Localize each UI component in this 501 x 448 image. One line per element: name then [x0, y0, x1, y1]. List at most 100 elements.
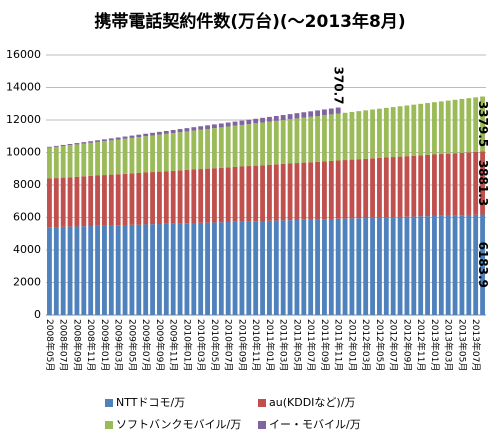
- bar-segment: [301, 162, 307, 220]
- bar-segment: [404, 105, 410, 157]
- x-tick-label: 2009年01月: [99, 319, 111, 371]
- bar-segment: [47, 147, 52, 179]
- bar-segment: [315, 110, 320, 117]
- bar-segment: [225, 126, 231, 168]
- bar-segment: [466, 152, 472, 215]
- bar-segment: [108, 138, 114, 141]
- bar-segment: [122, 173, 128, 226]
- x-tick-label: 2011年07月: [305, 319, 317, 371]
- bar-segment: [390, 217, 396, 315]
- bar-segment: [184, 128, 190, 132]
- bar-segment: [47, 178, 52, 228]
- bar-segment: [184, 169, 190, 224]
- bar-segment: [322, 219, 327, 315]
- bar-segment: [342, 218, 348, 315]
- bar-segment: [349, 111, 355, 160]
- bar-segment: [356, 159, 362, 219]
- bar-segment: [438, 154, 444, 216]
- bar-segment: [377, 108, 382, 158]
- bar-segment: [53, 178, 59, 228]
- bar-segment: [60, 226, 66, 315]
- bar-segment: [102, 139, 107, 142]
- bar-segment: [88, 175, 94, 227]
- bar-segment: [480, 96, 485, 152]
- x-tick-label: 2010年03月: [195, 319, 207, 371]
- x-tick-label: 2012年05月: [374, 319, 386, 371]
- bar-segment: [404, 216, 410, 315]
- bar-segment: [129, 137, 135, 174]
- bar-segment: [60, 146, 66, 178]
- bar-segment: [322, 109, 327, 116]
- bar-segment: [170, 223, 176, 315]
- bar-segment: [53, 227, 59, 315]
- bar-segment: [67, 144, 73, 146]
- bar-segment: [452, 215, 458, 315]
- bar-segment: [315, 116, 320, 162]
- bar-segment: [184, 223, 190, 315]
- bar-segment: [205, 222, 210, 315]
- bar-segment: [349, 159, 355, 219]
- bar-segment: [239, 166, 245, 222]
- bar-segment: [328, 108, 334, 115]
- y-tick-label: 2000: [13, 276, 41, 289]
- bar-segment: [267, 116, 272, 122]
- bar-segment: [335, 107, 341, 114]
- bar-segment: [445, 215, 451, 315]
- bar-segment: [459, 152, 465, 216]
- bar-segment: [95, 225, 100, 315]
- bar-segment: [143, 172, 149, 225]
- bar-segment: [356, 111, 362, 160]
- bar-segment: [74, 226, 80, 315]
- bar-segment: [115, 137, 121, 140]
- bar-segment: [287, 220, 293, 315]
- bar-segment: [452, 99, 458, 154]
- value-label: 3379.5: [476, 101, 490, 147]
- x-tick-label: 2011年11月: [333, 319, 345, 371]
- bar-segment: [143, 224, 149, 315]
- bar-segment: [349, 218, 355, 315]
- bar-segment: [239, 221, 245, 315]
- x-tick-label: 2013年05月: [456, 319, 468, 371]
- x-tick-label: 2011年03月: [278, 319, 290, 371]
- bar-segment: [81, 226, 87, 315]
- bar-segment: [418, 103, 424, 156]
- bar-segment: [294, 163, 300, 221]
- bar-segment: [280, 115, 286, 121]
- y-tick-label: 6000: [13, 211, 41, 224]
- y-tick-label: 4000: [13, 243, 41, 256]
- bar-segment: [115, 139, 121, 175]
- bar-segment: [136, 137, 142, 173]
- bar-segment: [218, 222, 224, 315]
- bar-segment: [411, 216, 417, 315]
- y-tick-label: 8000: [13, 178, 41, 191]
- bar-segment: [370, 109, 375, 159]
- bar-segment: [81, 142, 87, 144]
- y-tick-label: 16000: [6, 48, 41, 61]
- x-tick-label: 2012年11月: [415, 319, 427, 371]
- bar-segment: [177, 223, 183, 315]
- bar-segment: [260, 221, 265, 315]
- bar-segment: [67, 226, 73, 315]
- bar-segment: [225, 122, 231, 127]
- chart-title: 携帯電話契約件数(万台)(～2013年8月): [94, 11, 405, 32]
- bar-segment: [425, 103, 430, 155]
- legend-swatch: [105, 421, 113, 429]
- bar-segment: [170, 170, 176, 224]
- bar-segment: [95, 175, 100, 226]
- bar-segment: [102, 225, 107, 315]
- x-tick-label: 2009年11月: [168, 319, 180, 371]
- bar-segment: [411, 155, 417, 217]
- bar-segment: [67, 177, 73, 227]
- x-tick-label: 2008年05月: [44, 319, 56, 371]
- bar-segment: [198, 126, 204, 130]
- bar-segment: [163, 171, 169, 224]
- bar-segment: [95, 141, 100, 176]
- bar-segment: [397, 106, 403, 157]
- bar-segment: [129, 173, 135, 225]
- bar-segment: [267, 121, 272, 165]
- bar-segment: [212, 222, 217, 315]
- bar-segment: [328, 160, 334, 219]
- bar-segment: [122, 138, 128, 174]
- bar-segment: [81, 176, 87, 227]
